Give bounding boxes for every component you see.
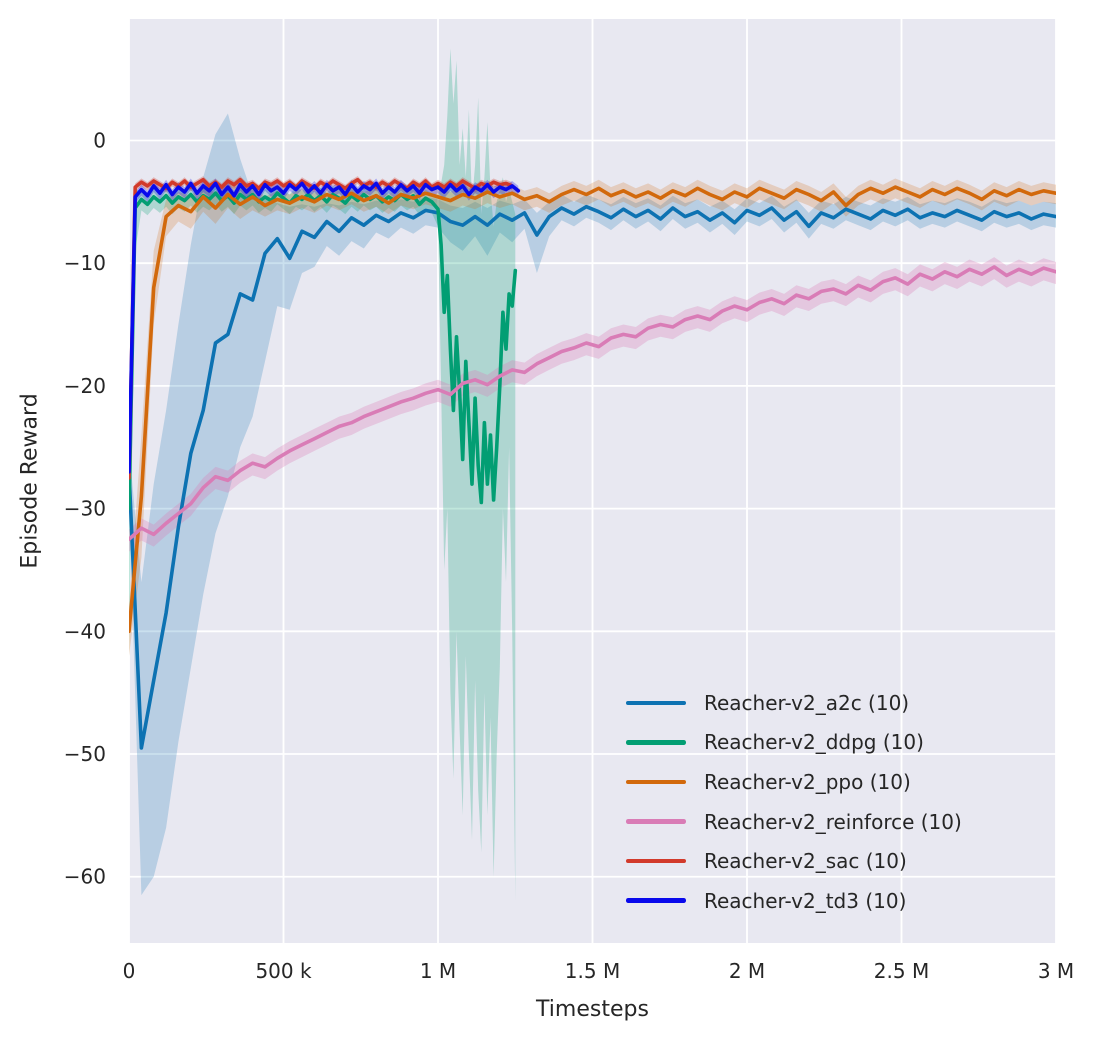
legend-item-reacher-v2-ppo-10-: Reacher-v2_ppo (10)	[626, 762, 962, 802]
x-tick-label: 1 M	[420, 959, 456, 983]
series-layer	[129, 48, 1056, 902]
y-tick-label: −40	[64, 619, 106, 643]
y-tick-label: −30	[64, 497, 106, 521]
tick-labels: 0 500 k 1 M 1.5 M 2 M 2.5 M 3 M 0 −10 −20 −30 −40 −5…	[64, 128, 1074, 983]
legend-line-swatch	[626, 700, 686, 706]
series-line-ppo	[129, 185, 1056, 634]
legend-item-reacher-v2-ddpg-10-: Reacher-v2_ddpg (10)	[626, 723, 962, 763]
legend-label: Reacher-v2_td3 (10)	[704, 888, 907, 913]
legend-line-swatch	[626, 779, 686, 785]
legend-item-reacher-v2-td3-10-: Reacher-v2_td3 (10)	[626, 881, 962, 921]
x-tick-label: 2.5 M	[874, 959, 929, 983]
legend-item-reacher-v2-a2c-10-: Reacher-v2_a2c (10)	[626, 683, 962, 723]
legend-line-swatch	[626, 740, 686, 745]
series-line-a2c	[129, 204, 1056, 750]
x-axis-label: Timesteps	[536, 997, 649, 1022]
series-line-td3	[129, 181, 521, 474]
legend-label: Reacher-v2_ddpg (10)	[704, 730, 924, 755]
y-axis-label: Episode Reward	[17, 393, 43, 569]
x-tick-label: 3 M	[1038, 959, 1074, 983]
legend-line-swatch	[626, 898, 686, 904]
x-tick-label: 2 M	[729, 959, 765, 983]
x-tick-label: 0	[123, 959, 136, 983]
legend: Reacher-v2_a2c (10) Reacher-v2_ddpg (10) R…	[626, 683, 962, 921]
legend-item-reacher-v2-reinforce-10-: Reacher-v2_reinforce (10)	[626, 802, 962, 842]
series-band-ddpg	[129, 48, 516, 902]
y-tick-label: −60	[64, 865, 106, 889]
legend-label: Reacher-v2_sac (10)	[704, 849, 907, 874]
legend-label: Reacher-v2_ppo (10)	[704, 769, 911, 794]
x-tick-label: 1.5 M	[565, 959, 620, 983]
legend-line-swatch	[626, 858, 686, 864]
series-line-reinforce	[129, 265, 1056, 542]
legend-label: Reacher-v2_reinforce (10)	[704, 809, 962, 834]
legend-label: Reacher-v2_a2c (10)	[704, 690, 910, 715]
x-tick-label: 500 k	[255, 959, 312, 983]
gridlines	[128, 19, 1057, 943]
y-tick-label: 0	[93, 128, 106, 152]
y-tick-label: −20	[64, 374, 106, 398]
legend-line-swatch	[626, 819, 686, 824]
y-tick-label: −50	[64, 742, 106, 766]
legend-item-reacher-v2-sac-10-: Reacher-v2_sac (10)	[626, 841, 962, 881]
y-tick-label: −10	[64, 251, 106, 275]
